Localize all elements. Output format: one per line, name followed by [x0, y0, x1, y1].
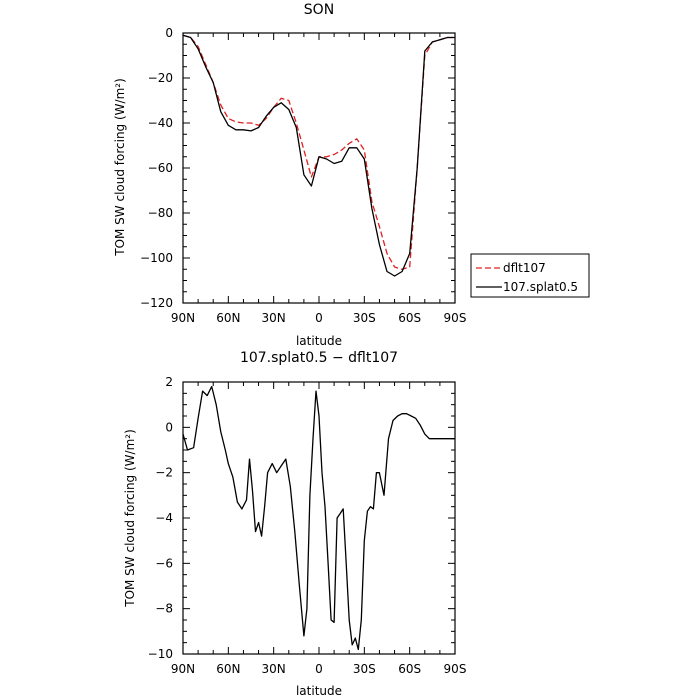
bottom-chart-axes: 90N 60N 30N 0 30S 60S 90S 2 0 −2 −4 −6 −8 −10: [148, 375, 467, 676]
y-tick-label: −100: [140, 251, 173, 265]
y-tick-label: 0: [165, 26, 173, 40]
y-tick-label: −2: [155, 466, 173, 480]
x-tick-label: 90N: [171, 662, 195, 676]
y-tick-label: −120: [140, 296, 173, 310]
bottom-chart-title: 107.splat0.5 − dflt107: [240, 350, 398, 366]
y-tick-label: −10: [148, 647, 173, 661]
top-chart-frame: [182, 32, 456, 304]
x-tick-label: 60S: [398, 662, 421, 676]
x-tick-label: 0: [315, 662, 323, 676]
y-tick-label: −4: [155, 511, 173, 525]
y-tick-label: −20: [148, 71, 173, 85]
x-tick-label: 0: [315, 311, 323, 325]
x-tick-label: 60N: [216, 662, 240, 676]
legend-box: [470, 253, 590, 298]
x-tick-label: 90N: [171, 311, 195, 325]
y-tick-label: 2: [165, 375, 173, 389]
top-chart-title: SON: [304, 2, 334, 18]
x-tick-label: 60S: [398, 311, 421, 325]
x-tick-label: 90S: [444, 311, 467, 325]
top-chart-series-group: [182, 34, 455, 277]
bottom-chart: 107.splat0.5 − dflt107 latitude TOM SW c…: [123, 350, 466, 698]
x-tick-label: 30S: [353, 311, 376, 325]
x-tick-label: 90S: [444, 662, 467, 676]
x-tick-label: 30S: [353, 662, 376, 676]
x-tick-label: 30N: [262, 662, 286, 676]
series-line-dflt107: [182, 34, 455, 270]
legend-label-splat: 107.splat0.5: [503, 280, 578, 294]
y-tick-label: −8: [155, 602, 173, 616]
x-tick-label: 30N: [262, 311, 286, 325]
top-chart-ylabel: TOM SW cloud forcing (W/m²): [113, 78, 127, 257]
top-chart-axes: 90N 60N 30N 0 30S 60S 90S 0 −20 −40 −60 −80 −100 −120: [140, 26, 466, 325]
y-tick-label: −60: [148, 161, 173, 175]
top-chart: SON latitude TOM SW cloud forcing (W/m²)…: [113, 2, 466, 348]
y-tick-label: −40: [148, 116, 173, 130]
y-tick-label: 0: [165, 420, 173, 434]
bottom-chart-xlabel: latitude: [296, 684, 342, 698]
y-tick-label: −80: [148, 206, 173, 220]
legend: dflt107 107.splat0.5: [470, 253, 590, 298]
series-line-107-splat0-5: [182, 34, 455, 277]
legend-label-dflt107: dflt107: [503, 261, 546, 275]
series-line-difference: [182, 385, 455, 651]
bottom-chart-frame: [182, 381, 456, 655]
x-tick-label: 60N: [216, 311, 240, 325]
y-tick-label: −6: [155, 556, 173, 570]
bottom-chart-series-group: [182, 385, 455, 651]
top-chart-xlabel: latitude: [296, 334, 342, 348]
bottom-chart-ylabel: TOM SW cloud forcing (W/m²): [123, 429, 137, 608]
